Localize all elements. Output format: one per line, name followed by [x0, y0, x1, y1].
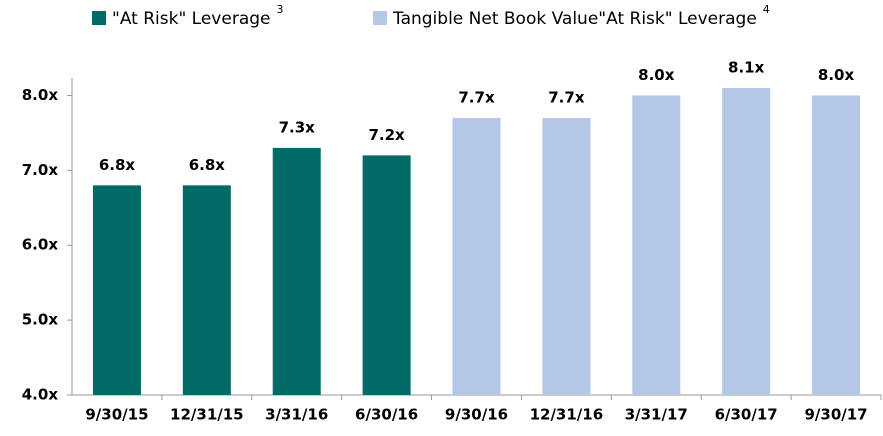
legend-footnote: 3 [277, 3, 284, 16]
bar [812, 95, 861, 396]
legend-swatch [92, 11, 106, 25]
x-tick-label: 6/30/17 [715, 406, 778, 424]
bar [182, 185, 231, 395]
bar [92, 185, 141, 395]
bar [272, 147, 321, 395]
value-label: 8.1x [728, 59, 765, 77]
value-label: 6.8x [99, 156, 136, 174]
value-label: 7.2x [368, 126, 405, 144]
y-tick-label: 6.0x [22, 236, 59, 254]
x-tick-label: 12/31/16 [530, 406, 604, 424]
y-tick-label: 5.0x [22, 311, 59, 329]
value-label: 8.0x [818, 66, 855, 84]
x-tick-label: 3/31/17 [625, 406, 688, 424]
bar [632, 95, 681, 396]
bar [362, 155, 411, 395]
y-tick-label: 4.0x [22, 386, 59, 404]
bar [452, 117, 501, 395]
x-tick-label: 9/30/15 [85, 406, 148, 424]
x-tick-label: 9/30/16 [445, 406, 508, 424]
value-label: 7.7x [458, 88, 495, 106]
y-tick-label: 8.0x [22, 86, 59, 104]
legend-label: "At Risk" Leverage [112, 9, 271, 29]
bar [722, 88, 771, 395]
value-label: 7.7x [548, 88, 585, 106]
y-tick-label: 7.0x [22, 161, 59, 179]
bar [542, 117, 591, 395]
value-label: 7.3x [279, 118, 316, 136]
legend-swatch [373, 11, 387, 25]
value-label: 8.0x [638, 66, 675, 84]
x-tick-label: 9/30/17 [804, 406, 867, 424]
x-tick-label: 3/31/16 [265, 406, 328, 424]
x-tick-label: 6/30/16 [355, 406, 418, 424]
legend-footnote: 4 [763, 3, 770, 16]
legend-label: Tangible Net Book Value"At Risk" Leverag… [392, 9, 757, 29]
x-tick-label: 12/31/15 [170, 406, 244, 424]
value-label: 6.8x [189, 156, 226, 174]
